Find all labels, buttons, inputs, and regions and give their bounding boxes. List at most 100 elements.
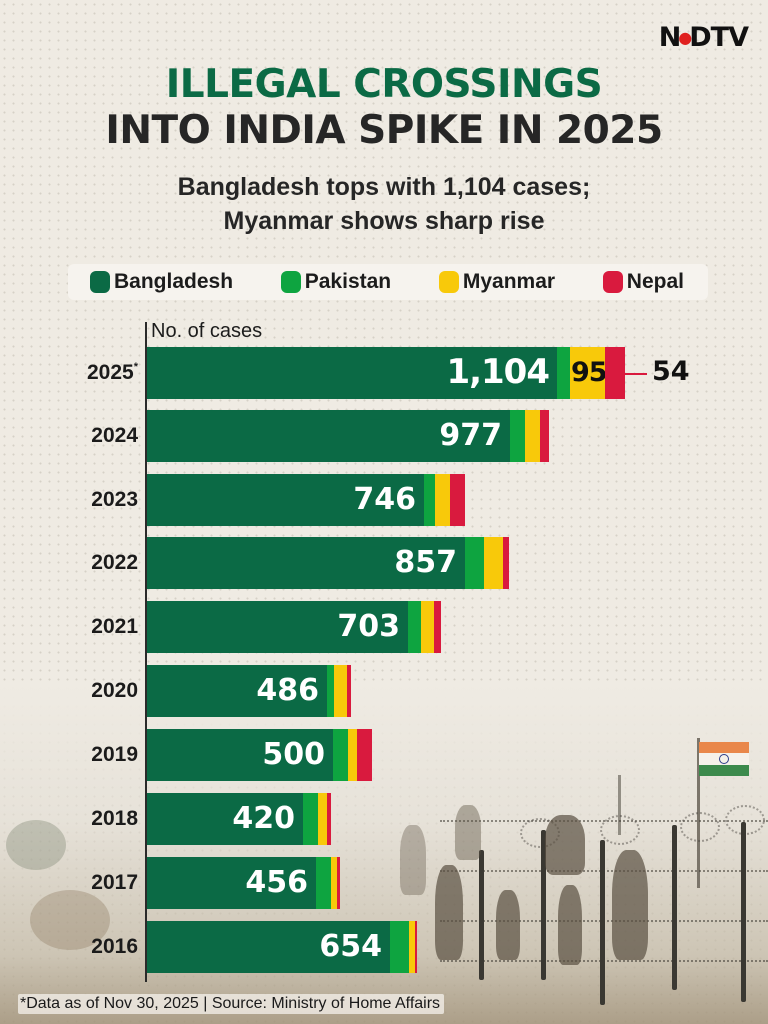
x-axis-label: No. of cases	[151, 320, 263, 342]
bar-segment-nepal	[357, 729, 372, 781]
bar-row: 2017 456	[0, 857, 768, 909]
stacked-bar: 486	[147, 665, 351, 717]
bar-segment-pakistan	[390, 921, 409, 973]
bar-row: 2019 500	[0, 729, 768, 781]
year-label: 2022	[91, 551, 138, 575]
y-axis-line	[145, 322, 147, 982]
fence-post	[479, 850, 484, 980]
bar-segment-nepal	[503, 537, 509, 589]
stacked-bar: 746	[147, 474, 465, 526]
bar-segment-pakistan	[510, 410, 525, 462]
year-text: 2023	[91, 488, 138, 511]
stacked-bar: 857	[147, 537, 509, 589]
year-label: 2016	[91, 935, 138, 959]
bar-segment-myanmar	[318, 793, 327, 845]
chart-legend: Bangladesh Pakistan Myanmar Nepal	[68, 264, 708, 300]
title-line-1: ILLEGAL CROSSINGS	[165, 62, 603, 107]
bar-segment-myanmar	[331, 857, 337, 909]
bar-segment-bangladesh: 486	[147, 665, 327, 717]
bangladesh-value-label: 486	[256, 673, 319, 708]
year-text: 2019	[91, 743, 138, 766]
year-label: 2024	[91, 424, 138, 448]
year-label: 2017	[91, 871, 138, 895]
bar-segment-nepal	[450, 474, 465, 526]
bar-row: 2023 746	[0, 474, 768, 526]
fence-post	[541, 830, 546, 980]
bar-segment-nepal	[605, 347, 625, 399]
year-text: 2017	[91, 871, 138, 894]
bar-segment-pakistan	[557, 347, 570, 399]
person-climbing	[612, 850, 648, 960]
bar-row: 2020 486	[0, 665, 768, 717]
bar-segment-nepal	[327, 793, 331, 845]
person-climbing	[400, 825, 426, 895]
legend-label-myanmar: Myanmar	[462, 270, 556, 293]
bar-segment-bangladesh: 500	[147, 729, 333, 781]
year-label: 2025*	[87, 361, 138, 385]
nepal-leader-line	[625, 373, 647, 375]
fence-post	[672, 825, 677, 990]
bar-segment-myanmar: 95	[570, 347, 608, 399]
bangladesh-value-label: 1,104	[446, 352, 550, 392]
year-text: 2025	[87, 361, 134, 384]
bangladesh-value-label: 703	[337, 609, 400, 644]
razor-wire-coil	[680, 812, 720, 842]
bar-segment-pakistan	[424, 474, 435, 526]
bar-segment-bangladesh: 456	[147, 857, 316, 909]
razor-wire-coil	[600, 815, 640, 845]
legend-item-pakistan: Pakistan	[280, 270, 392, 294]
year-label: 2018	[91, 807, 138, 831]
ndtv-logo: N●DTV	[659, 22, 749, 53]
palm-tree-decoration	[6, 820, 66, 870]
year-text: 2020	[91, 679, 138, 702]
legend-label-bangladesh: Bangladesh	[114, 270, 234, 293]
bar-segment-pakistan	[465, 537, 484, 589]
bangladesh-value-label: 500	[262, 737, 325, 772]
bar-segment-myanmar	[421, 601, 434, 653]
bar-segment-bangladesh: 1,104	[147, 347, 557, 399]
year-text: 2016	[91, 935, 138, 958]
legend-label-nepal: Nepal	[626, 270, 684, 293]
subtitle-line-1: Bangladesh tops with 1,104 cases;	[177, 173, 591, 201]
legend-item-nepal: Nepal	[602, 270, 684, 294]
footnote-asterisk: *	[133, 361, 138, 373]
person-climbing	[558, 885, 582, 965]
legend-swatch-nepal	[602, 271, 623, 293]
bar-segment-bangladesh: 420	[147, 793, 303, 845]
legend-item-bangladesh: Bangladesh	[90, 270, 233, 294]
year-label: 2021	[91, 615, 138, 639]
year-text: 2018	[91, 807, 138, 830]
bar-segment-nepal	[347, 665, 351, 717]
title-line-2: INTO INDIA SPIKE IN 2025	[105, 108, 663, 153]
bar-segment-nepal	[434, 601, 441, 653]
bar-row: 2022 857	[0, 537, 768, 589]
bar-segment-myanmar	[435, 474, 450, 526]
legend-item-myanmar: Myanmar	[438, 270, 556, 294]
bar-row: 2016 654	[0, 921, 768, 973]
bar-segment-myanmar	[409, 921, 415, 973]
year-label: 2020	[91, 679, 138, 703]
year-label: 2019	[91, 743, 138, 767]
indian-flag-icon	[699, 742, 749, 776]
stacked-bar: 977	[147, 410, 549, 462]
bar-row: 2025* 1,104 95 54	[0, 347, 768, 399]
bar-segment-bangladesh: 977	[147, 410, 510, 462]
bar-segment-bangladesh: 654	[147, 921, 390, 973]
logo-text-dtv: DTV	[689, 22, 749, 53]
year-label: 2023	[91, 488, 138, 512]
bar-segment-pakistan	[316, 857, 331, 909]
myanmar-value-label: 95	[571, 357, 608, 388]
bar-segment-myanmar	[348, 729, 357, 781]
legend-swatch-myanmar	[438, 271, 459, 293]
bar-segment-myanmar	[334, 665, 347, 717]
year-text: 2021	[91, 615, 138, 638]
bar-segment-bangladesh: 857	[147, 537, 465, 589]
fence-post	[600, 840, 605, 1005]
bar-segment-pakistan	[303, 793, 318, 845]
fence-post	[741, 822, 746, 1002]
bangladesh-value-label: 420	[232, 801, 295, 836]
legend-label-pakistan: Pakistan	[304, 270, 392, 293]
legend-swatch-bangladesh	[90, 271, 110, 293]
person-climbing	[496, 890, 520, 960]
logo-red-dot-icon: ●	[678, 28, 692, 47]
